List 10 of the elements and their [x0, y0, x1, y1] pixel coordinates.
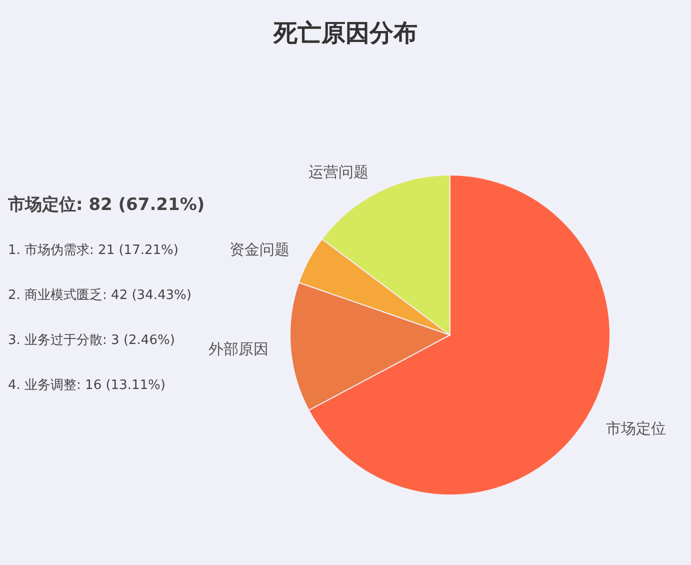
text: 2. 商业模式匮乏: 42 (34.43%) [8, 288, 192, 303]
slice-label: 运营问题 [308, 163, 369, 182]
slice-label: 市场定位 [606, 420, 666, 438]
slice-label: 外部原因 [208, 340, 269, 358]
text: 1. 市场伪需求: 21 (17.21%) [8, 243, 178, 258]
text: 市场定位: 82 (67.21%) [7, 195, 205, 215]
chart-title: 死亡原因分布 [272, 19, 418, 47]
slice-label: 资金问题 [229, 240, 290, 259]
text: 3. 业务过于分散: 3 (2.46%) [8, 333, 175, 348]
text: 4. 业务调整: 16 (13.11%) [8, 378, 166, 393]
